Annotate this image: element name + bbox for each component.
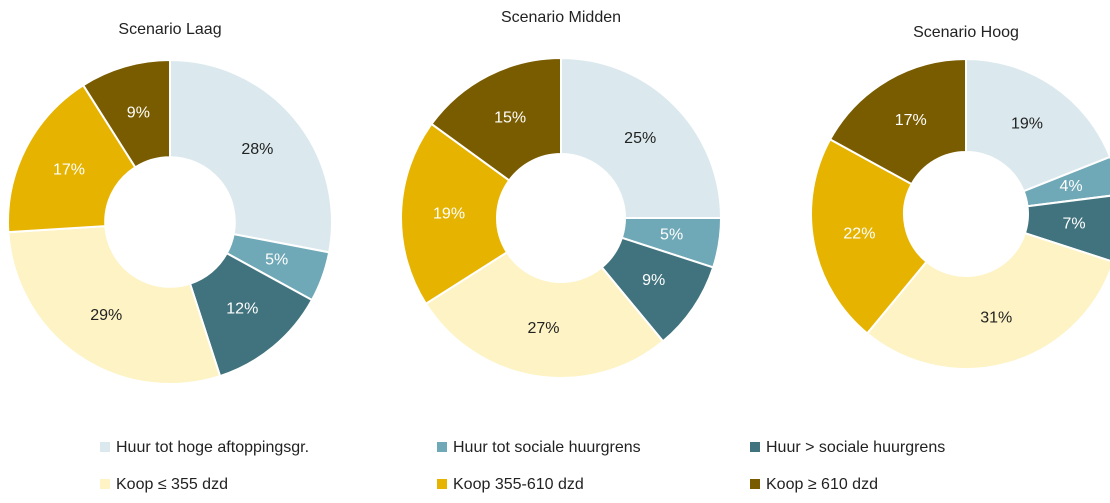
slice-label: 17% xyxy=(53,162,85,179)
slice-label: 29% xyxy=(90,307,122,324)
legend-label: Koop ≤ 355 dzd xyxy=(116,476,228,493)
slice-label: 17% xyxy=(895,112,927,129)
slice xyxy=(430,56,562,182)
slice xyxy=(424,250,665,379)
slice xyxy=(169,58,333,254)
slice-label: 7% xyxy=(1062,215,1085,232)
slice-label: 28% xyxy=(241,141,273,158)
slice xyxy=(81,58,171,169)
chart-title: Scenario Midden xyxy=(501,9,621,26)
legend-swatch xyxy=(437,442,447,452)
legend-swatch xyxy=(100,442,110,452)
slice-label: 19% xyxy=(433,206,465,223)
chart-title: Scenario Laag xyxy=(118,21,221,38)
slice-label: 5% xyxy=(660,227,683,244)
slice-label: 4% xyxy=(1060,178,1083,195)
legend-swatch xyxy=(750,442,760,452)
legend-label: Koop 355-610 dzd xyxy=(453,476,584,493)
legend-swatch xyxy=(750,479,760,489)
slice-label: 15% xyxy=(494,109,526,126)
slice-label: 9% xyxy=(127,104,150,121)
slice-label: 25% xyxy=(624,130,656,147)
slice xyxy=(7,225,222,385)
slice-label: 31% xyxy=(980,309,1012,326)
slice xyxy=(865,231,1110,370)
slice xyxy=(560,56,723,219)
slice-label: 5% xyxy=(265,252,288,269)
legend-swatch xyxy=(100,479,110,489)
legend-swatch xyxy=(437,479,447,489)
slice xyxy=(400,122,511,306)
legend-label: Huur tot hoge aftoppingsgr. xyxy=(116,439,309,456)
slice-label: 9% xyxy=(642,272,665,289)
slice xyxy=(7,83,137,234)
chart-title: Scenario Hoog xyxy=(913,24,1019,41)
slice-label: 22% xyxy=(843,226,875,243)
slice xyxy=(828,57,967,186)
legend-label: Huur tot sociale huurgrens xyxy=(453,439,641,456)
slice-label: 12% xyxy=(226,301,258,318)
slice xyxy=(1023,194,1110,262)
slice-label: 19% xyxy=(1011,115,1043,132)
legend-label: Koop ≥ 610 dzd xyxy=(766,476,878,493)
slice xyxy=(810,137,928,335)
slice xyxy=(965,57,1110,193)
legend-label: Huur > sociale huurgrens xyxy=(766,439,945,456)
slice-label: 27% xyxy=(527,320,559,337)
